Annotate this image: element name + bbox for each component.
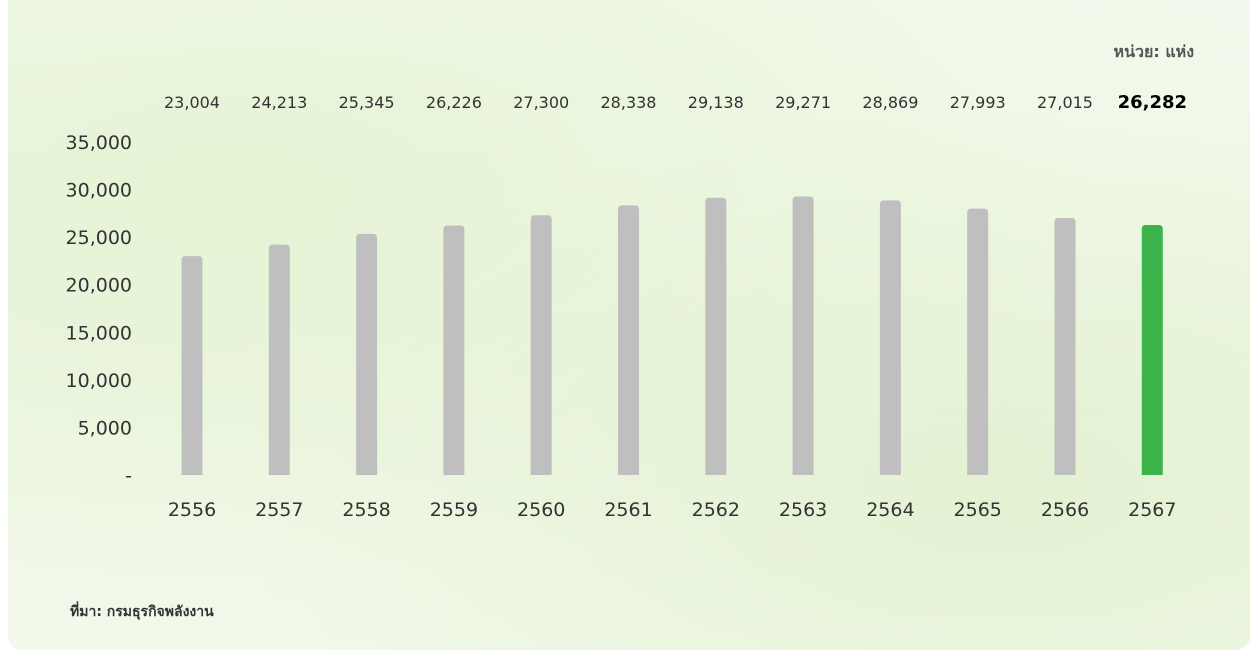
bar-2557 bbox=[268, 244, 290, 475]
y-tick-label: 5,000 bbox=[78, 417, 132, 439]
bar-2558 bbox=[356, 233, 378, 475]
value-label-2561: 28,338 bbox=[601, 93, 657, 112]
value-label-2566: 27,015 bbox=[1037, 93, 1093, 112]
category-label-2564: 2564 bbox=[866, 499, 914, 521]
y-tick-label: 35,000 bbox=[66, 132, 132, 154]
source-label: ที่มา: กรมธุรกิจพลังงาน bbox=[70, 604, 214, 620]
category-label-2560: 2560 bbox=[517, 499, 565, 521]
value-label-2565: 27,993 bbox=[950, 93, 1006, 112]
y-tick-label: 10,000 bbox=[66, 370, 132, 392]
category-label-2558: 2558 bbox=[342, 499, 390, 521]
value-label-2559: 26,226 bbox=[426, 93, 482, 112]
bar-2559 bbox=[443, 225, 465, 475]
bar-chart: - 5,000 10,000 15,000 20,000 25,000 30,000 35,0… bbox=[66, 92, 1188, 521]
bar-2567 bbox=[1141, 224, 1163, 475]
unit-label: หน่วย: แห่ง bbox=[1113, 42, 1194, 61]
category-label-2557: 2557 bbox=[255, 499, 303, 521]
category-label-2563: 2563 bbox=[779, 499, 827, 521]
category-label-2565: 2565 bbox=[954, 499, 1002, 521]
category-label-2562: 2562 bbox=[692, 499, 740, 521]
value-label-2564: 28,869 bbox=[862, 93, 918, 112]
bar-2562 bbox=[705, 197, 727, 475]
y-tick-label: 20,000 bbox=[66, 275, 132, 297]
category-label-2566: 2566 bbox=[1041, 499, 1089, 521]
y-tick-label: 25,000 bbox=[66, 227, 132, 249]
value-label-2556: 23,004 bbox=[164, 93, 220, 112]
value-label-2567: 26,282 bbox=[1118, 92, 1187, 113]
value-label-2558: 25,345 bbox=[339, 93, 395, 112]
bar-2566 bbox=[1054, 217, 1076, 476]
category-label-2556: 2556 bbox=[168, 499, 216, 521]
y-tick-label: 15,000 bbox=[66, 322, 132, 344]
category-label-2567: 2567 bbox=[1128, 499, 1176, 521]
value-label-2557: 24,213 bbox=[251, 93, 307, 112]
bar-2563 bbox=[792, 196, 814, 476]
bar-2560 bbox=[530, 215, 552, 475]
value-label-2563: 29,271 bbox=[775, 93, 831, 112]
value-label-2560: 27,300 bbox=[513, 93, 569, 112]
category-label-2559: 2559 bbox=[430, 499, 478, 521]
y-tick-label: - bbox=[125, 465, 132, 487]
value-label-2562: 29,138 bbox=[688, 93, 744, 112]
chart-panel: หน่วย: แห่ง - 5,000 10,000 15,000 20,000 25,0… bbox=[8, 0, 1250, 650]
category-label-2561: 2561 bbox=[604, 499, 652, 521]
bar-2564 bbox=[879, 200, 901, 475]
bar-2556 bbox=[181, 256, 203, 475]
bar-2565 bbox=[967, 208, 989, 475]
bar-2561 bbox=[618, 205, 639, 476]
y-tick-label: 30,000 bbox=[66, 180, 132, 202]
